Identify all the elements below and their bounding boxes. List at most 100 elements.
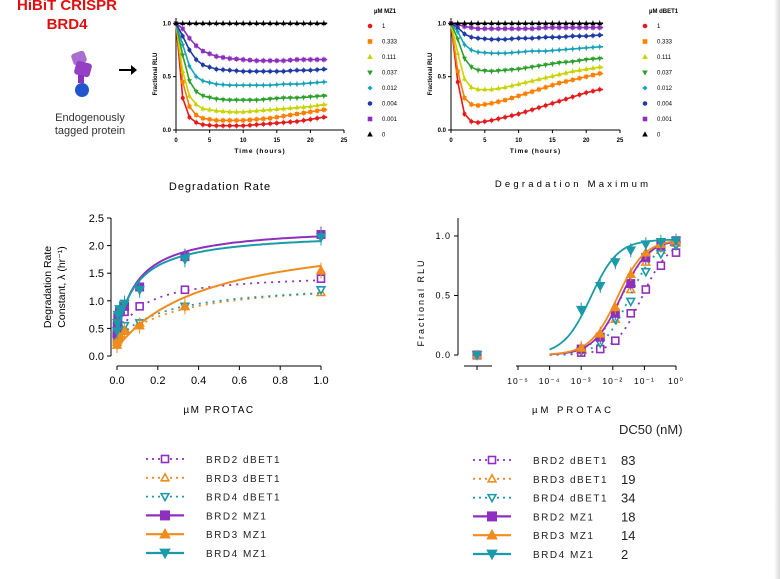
data-point (233, 109, 239, 114)
data-point (315, 108, 320, 113)
data-point (489, 118, 494, 123)
data-point (111, 318, 123, 329)
data-point (274, 20, 280, 26)
legend-label: 0.012 (382, 86, 398, 92)
data-point (288, 58, 293, 63)
series-1 (449, 20, 604, 126)
data-point (516, 67, 522, 72)
data-point (523, 91, 528, 96)
data-point (455, 50, 461, 55)
legend-marker (160, 454, 170, 464)
data-point (221, 123, 226, 128)
data-point (550, 101, 555, 106)
data-point (496, 116, 501, 121)
legend-label: 0.037 (382, 71, 398, 77)
data-point (267, 20, 273, 26)
data-point (502, 68, 508, 74)
data-point (594, 282, 606, 292)
data-point (200, 122, 205, 127)
x-tick-label: 20 (583, 138, 590, 144)
data-point (489, 26, 494, 31)
data-point (200, 78, 206, 84)
legend-marker (367, 131, 373, 137)
data-point (194, 113, 199, 118)
x-tick-label: 10⁻⁵ (507, 376, 528, 386)
data-point (240, 109, 246, 114)
data-point (543, 74, 549, 80)
data-point (496, 99, 501, 104)
data-point (254, 58, 259, 63)
data-point (301, 110, 306, 115)
data-point (180, 68, 186, 74)
y-tick-label: 1.0 (89, 296, 104, 308)
data-point (522, 79, 528, 85)
legend-label: 1 (382, 24, 386, 30)
data-point (462, 76, 468, 81)
data-point (584, 25, 589, 30)
data-point (254, 82, 259, 88)
data-point (496, 50, 501, 56)
data-point (119, 325, 130, 336)
data-point (220, 82, 226, 87)
data-point (261, 69, 266, 74)
data-point (315, 264, 327, 275)
data-point (563, 20, 569, 26)
data-point (475, 20, 481, 26)
legend-marker (159, 492, 171, 503)
x-tick-label: 0.6 (232, 375, 247, 387)
data-point (503, 98, 508, 103)
data-point (536, 20, 542, 26)
legend-marker (367, 53, 373, 60)
data-point (590, 20, 596, 26)
data-point (570, 25, 575, 30)
series-brd3-dbet1 (111, 286, 327, 346)
series-0.037 (448, 20, 604, 75)
data-point (227, 98, 233, 103)
data-point (462, 32, 467, 36)
legend-marker (642, 23, 648, 29)
legend-label: BRD3 dBET1 (533, 475, 608, 486)
data-point (570, 34, 575, 39)
data-point (227, 20, 233, 26)
data-point (529, 20, 535, 26)
data-point (301, 104, 307, 109)
data-point (597, 25, 602, 30)
data-point (287, 96, 293, 101)
data-point (489, 50, 494, 56)
data-point (260, 97, 266, 103)
data-point (321, 79, 327, 85)
data-point (180, 20, 186, 26)
legend-label: 0.333 (657, 40, 673, 46)
data-point (462, 56, 468, 62)
data-point (314, 80, 320, 85)
series-brd2-mz1 (112, 226, 326, 342)
fit-curve (549, 242, 677, 356)
data-point (308, 57, 313, 62)
legend-marker (486, 493, 498, 504)
legend-marker (367, 116, 373, 122)
data-point (179, 300, 191, 311)
arrow-right-icon (119, 65, 137, 75)
x-tick-label: 10⁻¹ (634, 376, 655, 386)
data-point (509, 67, 515, 73)
data-point (468, 20, 474, 26)
data-point (557, 99, 562, 104)
data-point (625, 268, 637, 278)
data-point (134, 320, 145, 330)
data-point (315, 116, 320, 121)
data-point (462, 42, 467, 47)
data-point (597, 20, 603, 26)
data-point (234, 123, 239, 128)
y-tick-label: 1.5 (89, 268, 104, 280)
data-point (522, 66, 528, 71)
data-point (455, 69, 460, 74)
data-point (611, 336, 620, 346)
y-tick-label: 0.0 (163, 128, 172, 134)
data-point (543, 25, 548, 30)
data-point (268, 116, 273, 121)
legend-marker (642, 53, 648, 60)
data-point (536, 26, 541, 31)
dc50-value: 34 (621, 491, 635, 506)
data-point (482, 26, 487, 31)
data-point (482, 50, 488, 55)
